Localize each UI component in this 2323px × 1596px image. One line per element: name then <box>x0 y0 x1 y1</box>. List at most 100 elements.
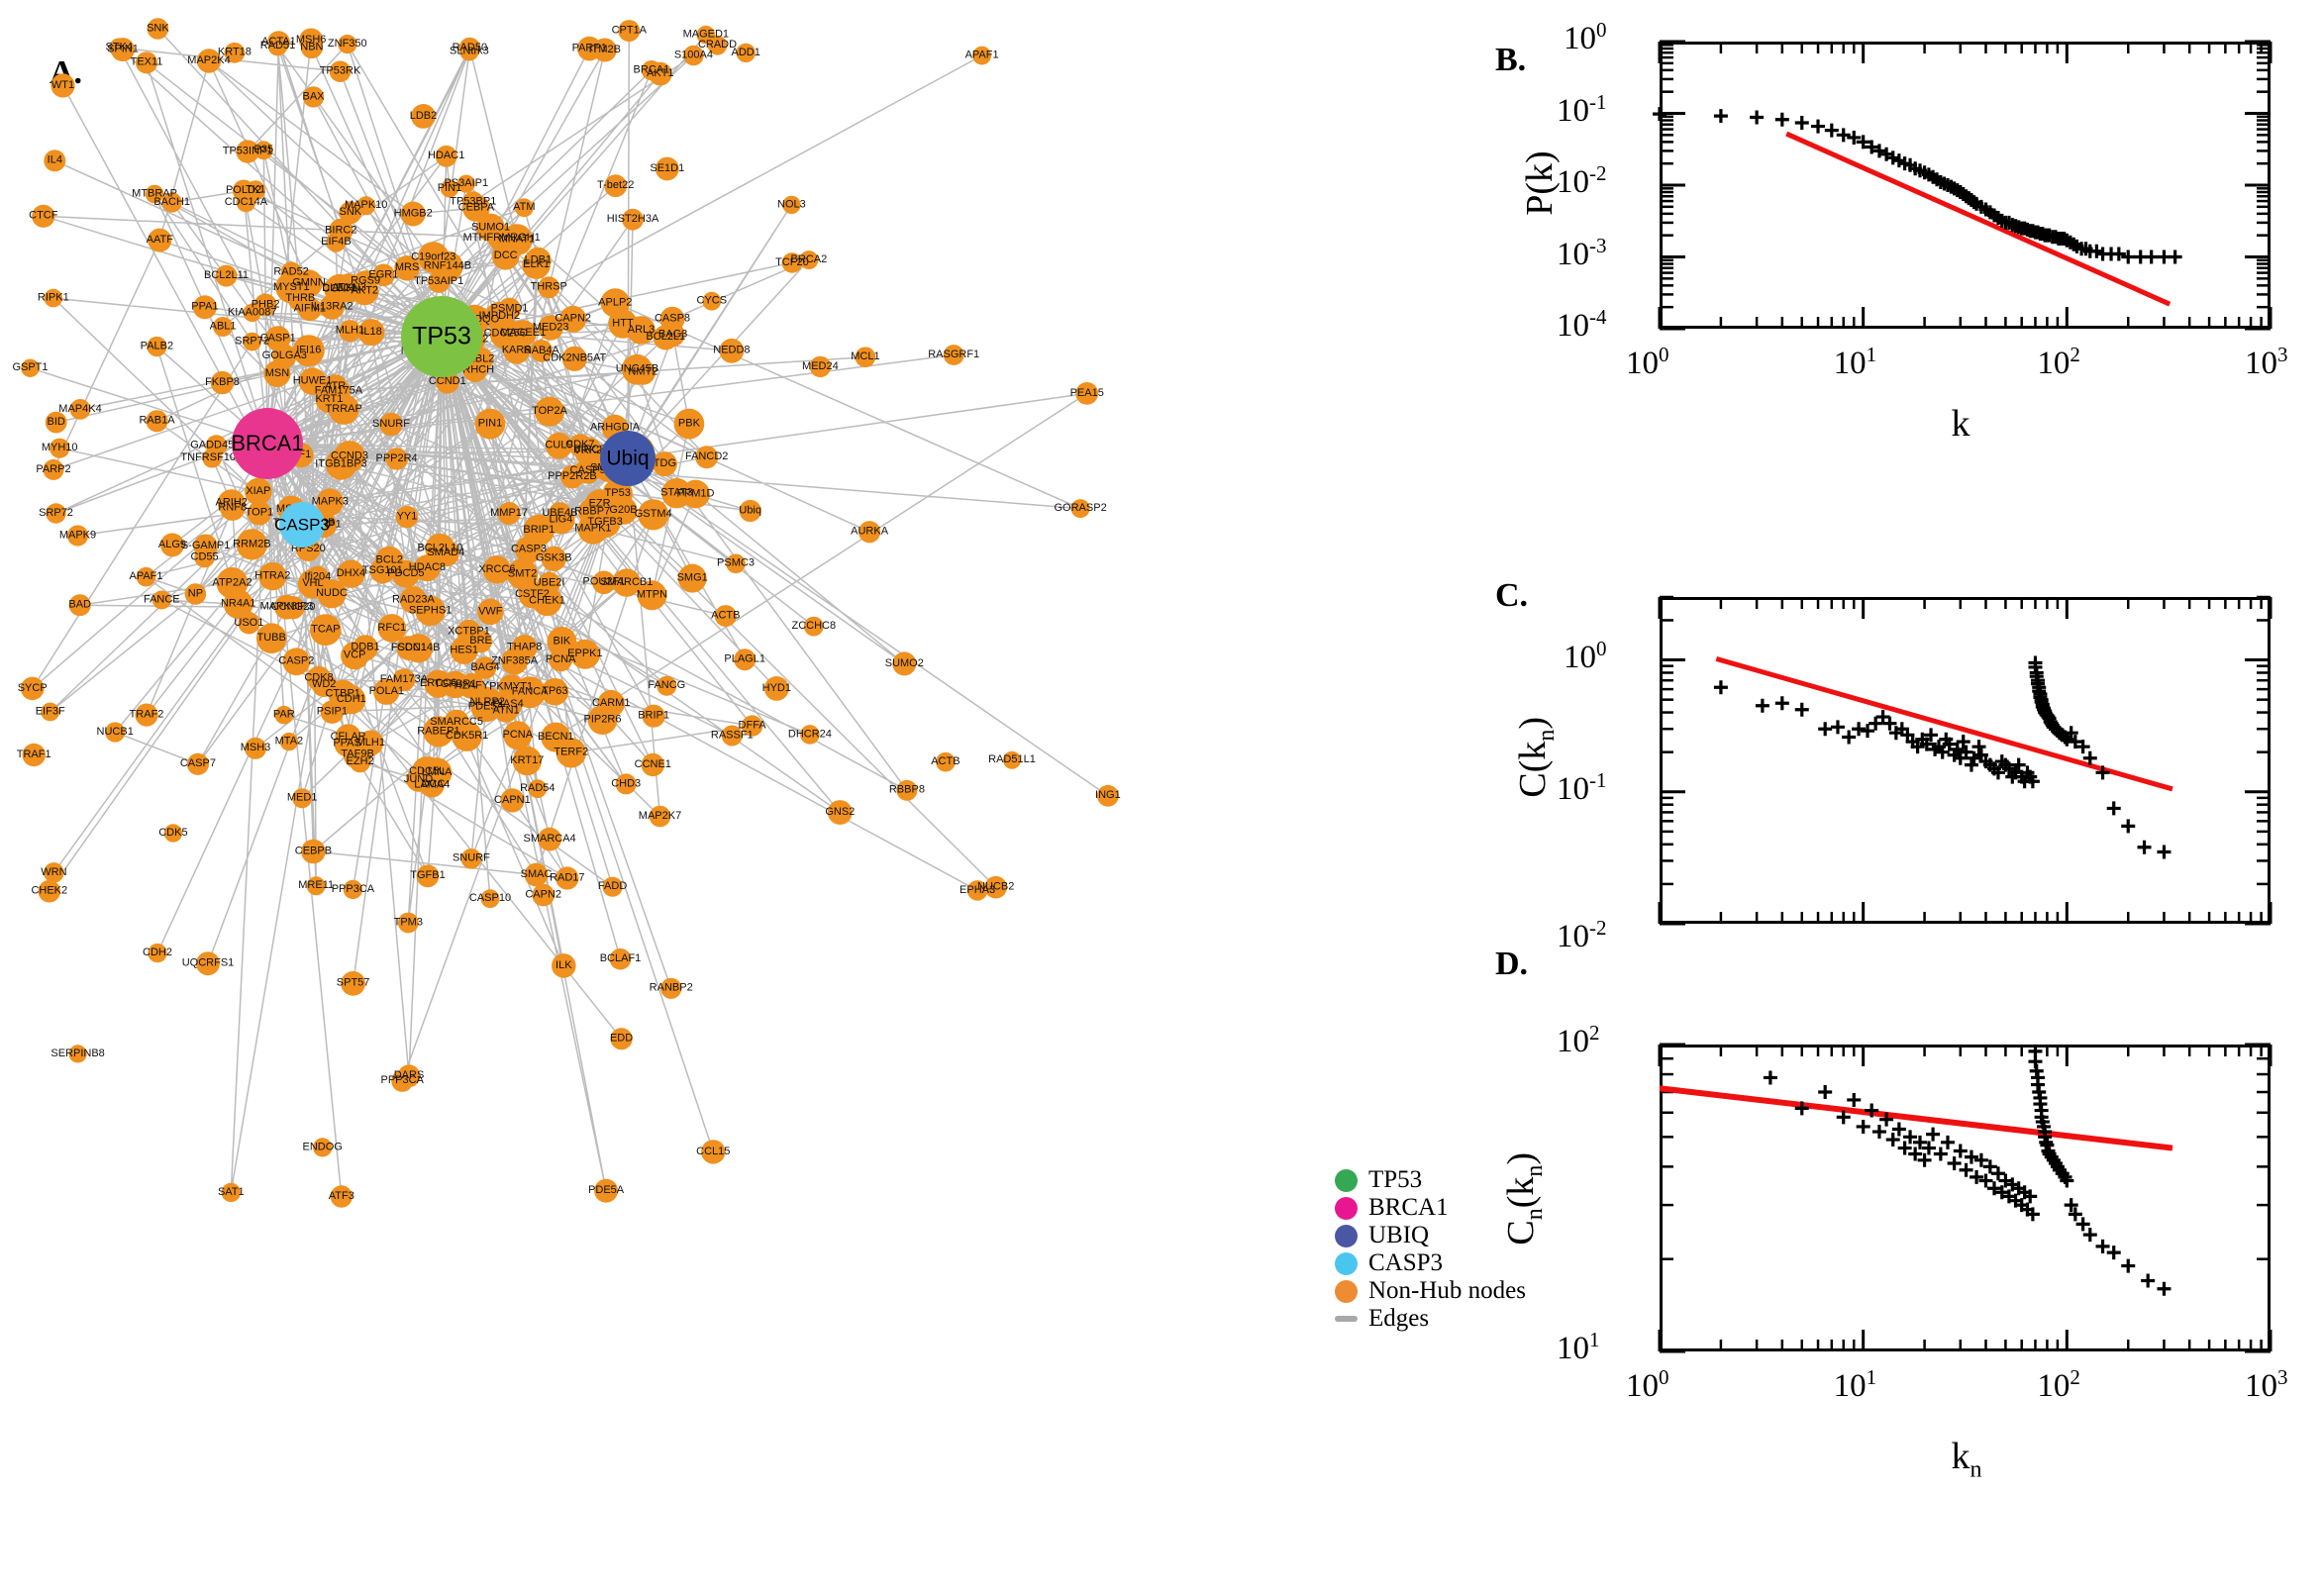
network-node[interactable] <box>194 547 215 568</box>
network-node[interactable] <box>298 367 327 396</box>
network-node[interactable] <box>683 45 704 66</box>
network-node[interactable] <box>610 1028 633 1050</box>
network-node[interactable] <box>470 691 502 723</box>
network-node[interactable] <box>335 724 361 750</box>
network-node[interactable] <box>734 648 757 671</box>
network-node[interactable] <box>637 580 667 611</box>
network-node[interactable] <box>972 46 991 65</box>
network-node[interactable] <box>442 670 469 699</box>
network-node[interactable] <box>357 319 385 347</box>
network-node[interactable] <box>474 408 506 440</box>
network-node[interactable] <box>220 495 246 521</box>
network-node[interactable] <box>243 332 261 351</box>
network-node[interactable] <box>313 1138 333 1157</box>
network-node[interactable] <box>282 648 311 676</box>
network-node[interactable] <box>589 506 621 539</box>
network-node[interactable] <box>574 457 601 484</box>
network-node[interactable] <box>473 656 497 679</box>
network-node[interactable] <box>68 1045 87 1063</box>
network-node[interactable] <box>892 651 917 676</box>
network-node[interactable] <box>421 757 453 788</box>
network-node[interactable] <box>147 336 167 357</box>
network-node[interactable] <box>391 1069 414 1092</box>
network-node[interactable] <box>622 353 653 385</box>
network-node[interactable] <box>652 451 677 477</box>
network-node[interactable] <box>417 242 450 273</box>
network-node[interactable] <box>459 42 479 61</box>
network-node[interactable] <box>460 848 482 869</box>
hub-node-tp53[interactable]: TP53 <box>401 296 482 377</box>
network-node[interactable] <box>1097 784 1119 807</box>
network-node[interactable] <box>523 514 555 547</box>
network-node[interactable] <box>392 668 416 692</box>
network-node[interactable] <box>329 218 354 244</box>
network-node[interactable] <box>292 788 313 809</box>
network-node[interactable] <box>21 358 40 377</box>
network-node[interactable] <box>681 479 710 509</box>
network-node[interactable] <box>656 675 677 696</box>
network-node[interactable] <box>163 824 183 843</box>
network-node[interactable] <box>317 579 347 609</box>
network-node[interactable] <box>638 499 669 531</box>
network-node[interactable] <box>377 614 407 643</box>
network-node[interactable] <box>341 642 369 670</box>
network-node[interactable] <box>491 242 520 270</box>
network-node[interactable] <box>43 458 64 480</box>
network-node[interactable] <box>152 590 171 610</box>
network-node[interactable] <box>576 36 602 61</box>
network-node[interactable] <box>538 827 561 851</box>
network-node[interactable] <box>44 862 64 883</box>
network-node[interactable] <box>476 213 505 243</box>
network-node[interactable] <box>309 614 342 647</box>
network-node[interactable] <box>105 722 126 743</box>
network-node[interactable] <box>416 864 440 888</box>
network-node[interactable] <box>707 36 728 55</box>
network-node[interactable] <box>334 441 365 472</box>
network-node[interactable] <box>456 174 475 193</box>
network-node[interactable] <box>503 721 533 750</box>
network-node[interactable] <box>205 435 228 456</box>
network-node[interactable] <box>274 594 299 620</box>
network-node[interactable] <box>501 648 529 675</box>
network-node[interactable] <box>855 347 876 368</box>
network-node[interactable] <box>642 704 665 728</box>
network-node[interactable] <box>655 156 679 181</box>
network-node[interactable] <box>659 306 685 332</box>
network-node[interactable] <box>66 525 89 547</box>
network-node[interactable] <box>184 583 207 605</box>
network-node[interactable] <box>781 252 803 273</box>
network-node[interactable] <box>541 678 569 706</box>
network-node[interactable] <box>279 732 299 751</box>
network-node[interactable] <box>827 800 853 825</box>
network-node[interactable] <box>339 201 362 225</box>
network-node[interactable] <box>341 970 365 996</box>
network-node[interactable] <box>246 180 265 201</box>
network-node[interactable] <box>514 198 534 218</box>
network-node[interactable] <box>512 746 542 776</box>
network-node[interactable] <box>592 570 616 595</box>
network-node[interactable] <box>578 439 601 461</box>
network-node[interactable] <box>146 410 168 433</box>
network-node[interactable] <box>538 315 563 341</box>
network-node[interactable] <box>329 60 352 82</box>
network-node[interactable] <box>622 208 644 231</box>
network-node[interactable] <box>660 977 682 999</box>
network-node[interactable] <box>372 263 395 287</box>
hub-node-brca1[interactable]: BRCA1 <box>231 408 304 479</box>
network-node[interactable] <box>528 779 548 799</box>
network-node[interactable] <box>247 501 272 526</box>
network-node[interactable] <box>803 616 824 637</box>
network-node[interactable] <box>587 705 618 735</box>
network-node[interactable] <box>701 1140 726 1164</box>
network-node[interactable] <box>255 623 287 653</box>
network-node[interactable] <box>221 1182 241 1203</box>
network-node[interactable] <box>547 505 575 535</box>
network-node[interactable] <box>319 294 345 320</box>
network-node[interactable] <box>482 555 512 584</box>
network-node[interactable] <box>395 505 419 529</box>
network-node[interactable] <box>559 305 587 333</box>
network-node[interactable] <box>135 703 158 727</box>
network-node[interactable] <box>302 86 325 108</box>
network-node[interactable] <box>1003 750 1021 769</box>
network-node[interactable] <box>615 773 637 795</box>
